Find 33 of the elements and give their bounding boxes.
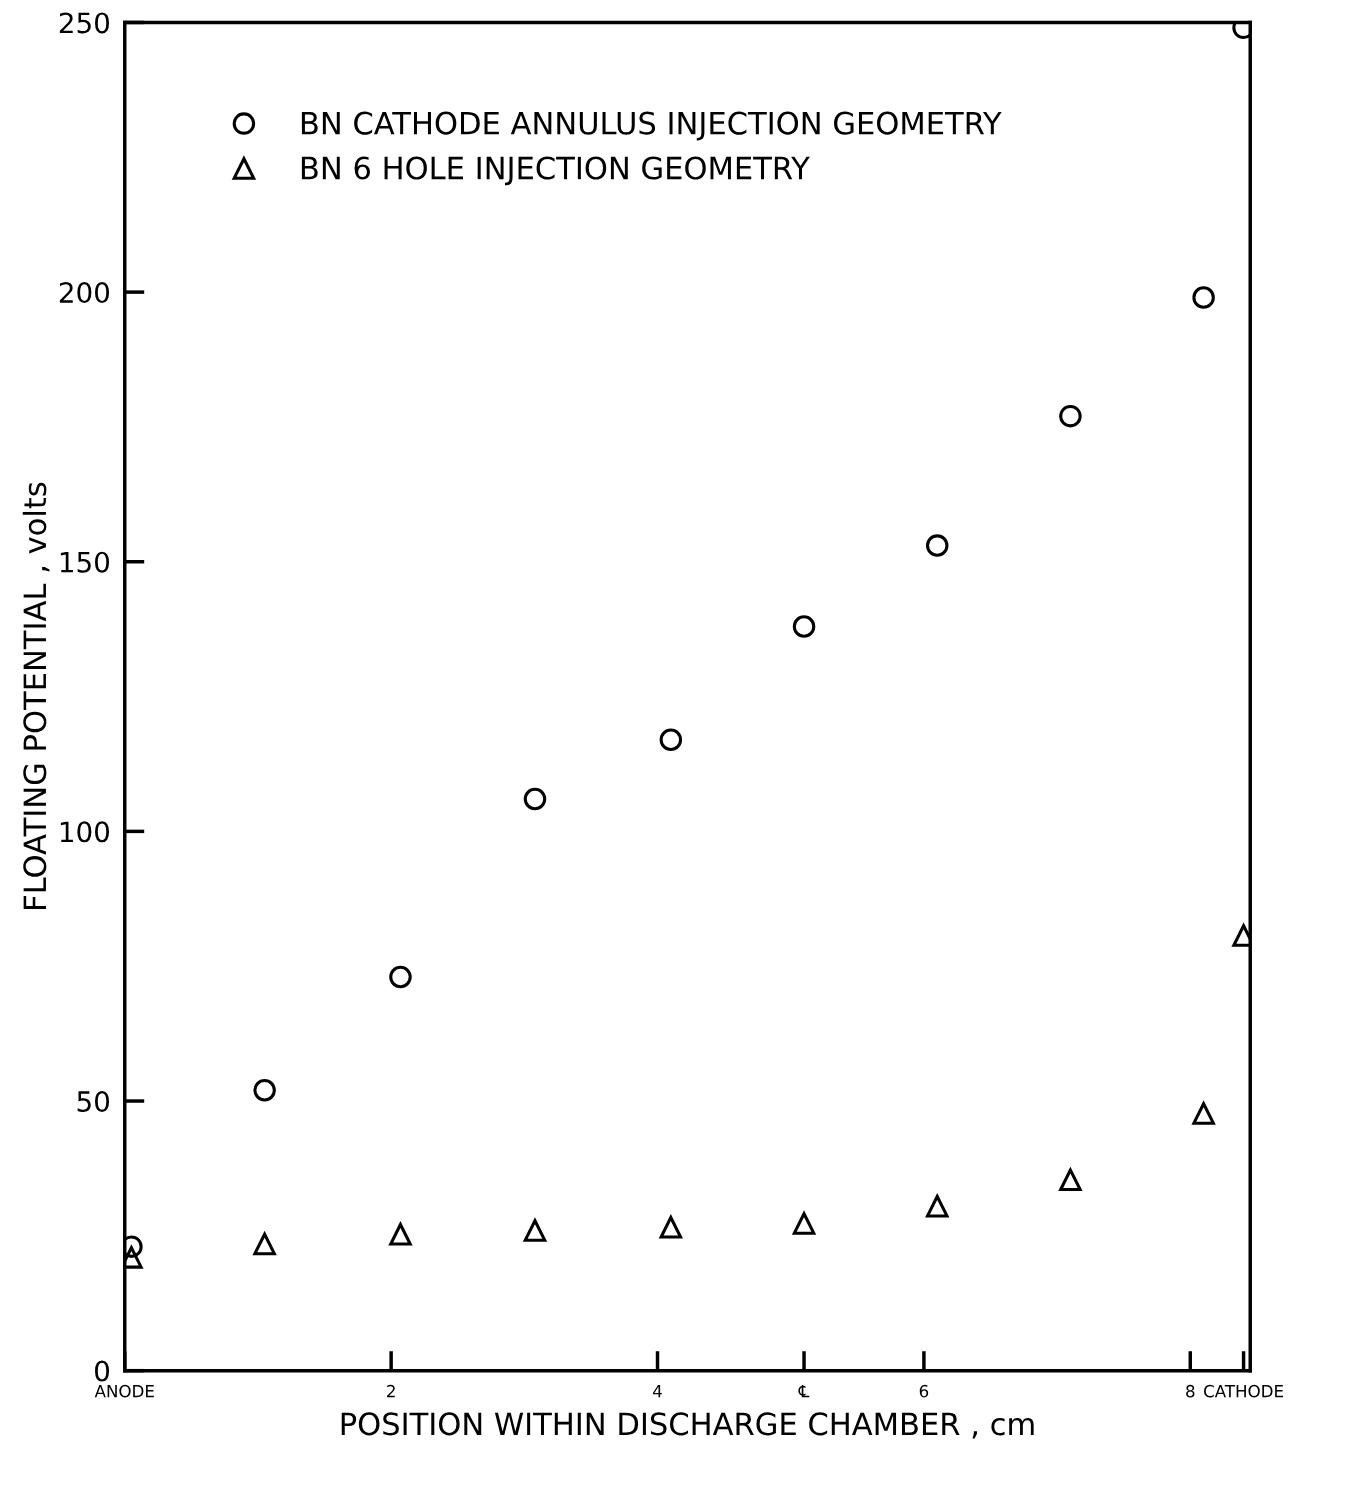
y-axis-title: FLOATING POTENTIAL , volts — [22, 482, 50, 909]
point — [792, 615, 816, 638]
point — [659, 728, 683, 751]
point — [1058, 1166, 1083, 1192]
point — [925, 1194, 949, 1218]
x-tick-label: ANODE — [94, 1384, 154, 1398]
legend-label: BN CATHODE ANNULUS INJECTION GEOMETRY — [301, 111, 1002, 141]
x-tick-label: 8 — [1186, 1384, 1195, 1398]
point — [1192, 1102, 1215, 1125]
point — [253, 1078, 276, 1102]
y-tick-label: 250 — [59, 12, 110, 34]
x-tick-label: 6 — [919, 1384, 929, 1398]
point — [523, 1219, 547, 1242]
point — [389, 965, 412, 989]
y-tick-label: 100 — [60, 821, 110, 843]
point — [389, 1222, 412, 1246]
point — [252, 1230, 277, 1256]
legend-label: BN 6 HOLE INJECTION GEOMETRY — [301, 156, 810, 186]
point — [659, 1215, 683, 1239]
x-tick-label: 4 — [653, 1385, 662, 1398]
x-tick-label: ℄ — [798, 1385, 810, 1398]
y-tick-label: 50 — [77, 1090, 110, 1112]
point — [925, 534, 949, 557]
x-tick-label: CATHODE — [1204, 1384, 1283, 1398]
y-tick-label: 0 — [95, 1360, 110, 1382]
x-tick-label: 2 — [387, 1384, 395, 1398]
x-axis-title: POSITION WITHIN DISCHARGE CHAMBER , cm — [341, 1412, 1034, 1439]
point — [1192, 286, 1215, 309]
y-tick-label: 200 — [59, 282, 110, 304]
y-tick-label: 150 — [60, 551, 110, 573]
point — [523, 787, 547, 811]
point — [1059, 404, 1082, 428]
point — [792, 1212, 816, 1235]
